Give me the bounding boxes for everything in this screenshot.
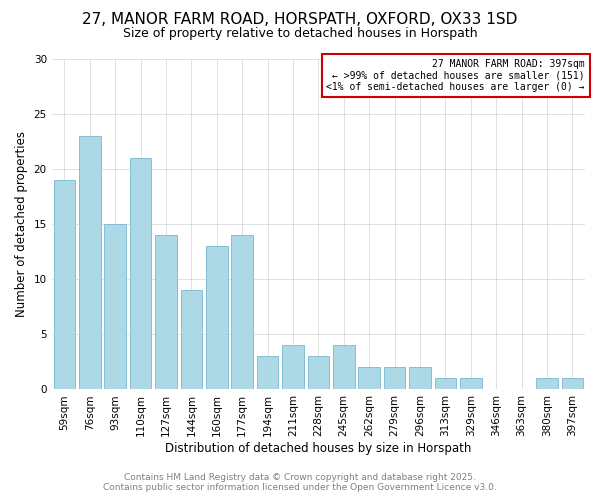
Text: Contains HM Land Registry data © Crown copyright and database right 2025.
Contai: Contains HM Land Registry data © Crown c… [103, 473, 497, 492]
Text: Size of property relative to detached houses in Horspath: Size of property relative to detached ho… [122, 28, 478, 40]
Bar [53, 180, 75, 390]
Bar [232, 235, 253, 390]
Bar [409, 368, 431, 390]
Bar [282, 346, 304, 390]
Y-axis label: Number of detached properties: Number of detached properties [15, 131, 28, 317]
Bar [358, 368, 380, 390]
Bar [104, 224, 126, 390]
Text: 27 MANOR FARM ROAD: 397sqm
← >99% of detached houses are smaller (151)
<1% of se: 27 MANOR FARM ROAD: 397sqm ← >99% of det… [326, 59, 585, 92]
Bar [536, 378, 557, 390]
Bar [79, 136, 101, 390]
Bar [460, 378, 482, 390]
Text: 27, MANOR FARM ROAD, HORSPATH, OXFORD, OX33 1SD: 27, MANOR FARM ROAD, HORSPATH, OXFORD, O… [82, 12, 518, 28]
Bar [434, 378, 456, 390]
Bar [206, 246, 227, 390]
Bar [257, 356, 278, 390]
Bar [308, 356, 329, 390]
Bar [130, 158, 151, 390]
X-axis label: Distribution of detached houses by size in Horspath: Distribution of detached houses by size … [165, 442, 472, 455]
Bar [155, 235, 177, 390]
Bar [384, 368, 406, 390]
Bar [333, 346, 355, 390]
Bar [181, 290, 202, 390]
Bar [562, 378, 583, 390]
